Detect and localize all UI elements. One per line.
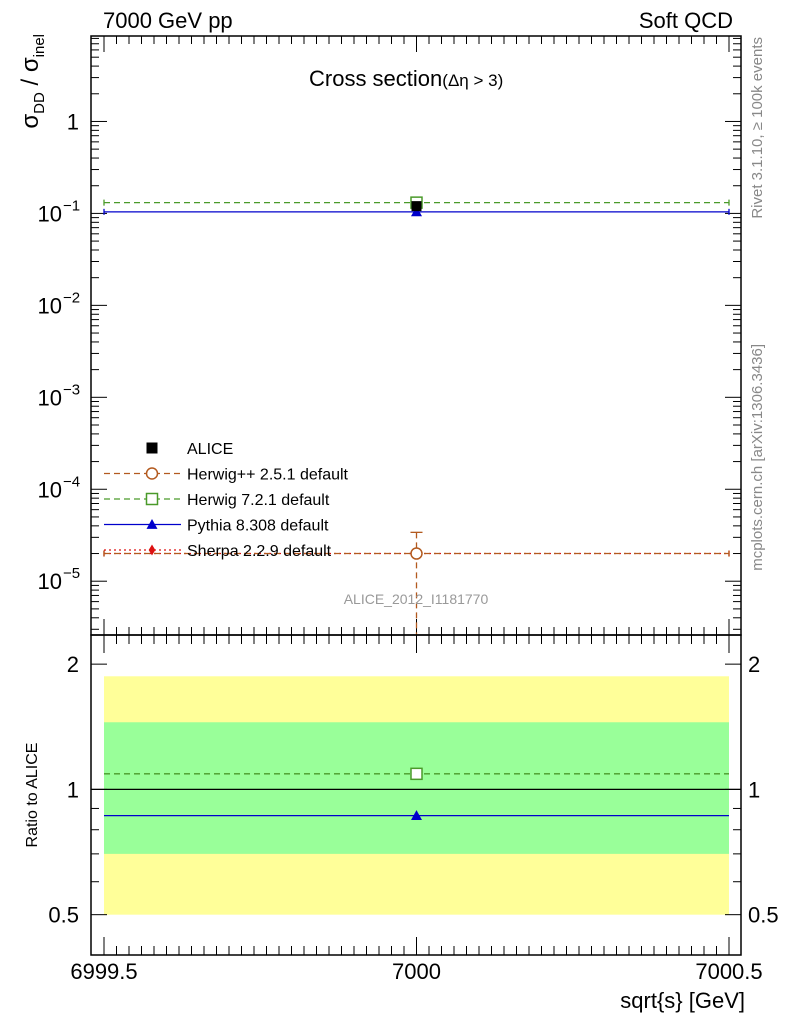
y-label-divider: / σ xyxy=(17,57,44,92)
chart-title-text: Cross section xyxy=(309,66,442,91)
y-label-sigma-dd: σ xyxy=(17,114,44,129)
ratio-y-tick-label: 0.5 xyxy=(48,903,79,928)
legend-marker-alice xyxy=(146,442,158,454)
header-energy-label: 7000 GeV pp xyxy=(103,8,233,33)
x-tick-label: 6999.5 xyxy=(70,959,137,984)
header-category-label: Soft QCD xyxy=(639,8,733,33)
x-tick-label: 7000.5 xyxy=(695,959,762,984)
analysis-watermark: ALICE_2012_I1181770 xyxy=(344,591,489,607)
ratio-y-tick-label-right: 0.5 xyxy=(748,903,779,928)
ratio-y-axis-label: Ratio to ALICE xyxy=(24,743,41,848)
y-tick-label: 1 xyxy=(67,109,79,134)
legend-marker-herwig7 xyxy=(145,492,159,506)
data-point-herwigpp xyxy=(410,547,423,560)
legend-label-alice: ALICE xyxy=(187,441,233,458)
ratio-y-tick-label: 2 xyxy=(67,652,79,677)
ratio-band-inner xyxy=(104,722,729,854)
ratio-y-tick-label-right: 1 xyxy=(748,777,760,802)
y-tick-label-exponent: −3 xyxy=(63,381,80,398)
main-series-layer xyxy=(103,196,730,635)
legend: ALICE Herwig++ 2.5.1 default Herwig 7.2.1 … xyxy=(104,441,349,560)
data-point-alice xyxy=(411,201,422,212)
y-tick-label-exponent: −2 xyxy=(63,289,80,306)
ratio-point-pythia xyxy=(411,810,422,821)
y-tick-label-exponent: −1 xyxy=(63,197,80,214)
y-tick-label-base: 10 xyxy=(38,293,62,318)
y-tick-label-exponent: −4 xyxy=(63,473,80,490)
legend-marker-sherpa xyxy=(148,544,156,556)
y-tick-label-base: 10 xyxy=(38,477,62,502)
ratio-y-tick-label-right: 2 xyxy=(748,652,760,677)
rivet-version-label: Rivet 3.1.10, ≥ 100k events xyxy=(749,37,766,219)
y-tick-label-base: 10 xyxy=(38,201,62,226)
ratio-bands xyxy=(104,676,729,915)
legend-marker-pythia xyxy=(146,519,158,529)
y-label-sub-inel: inel xyxy=(31,34,48,57)
ratio-axis-ticks: 6999.5 7000 7000.5 0.5 0.5 1 1 2 2 xyxy=(48,635,779,984)
main-y-axis-label: σDD / σinel xyxy=(17,34,48,129)
legend-marker-herwigpp xyxy=(145,467,159,480)
ratio-series-layer xyxy=(104,767,729,821)
ratio-y-tick-label: 1 xyxy=(67,777,79,802)
legend-label-sherpa: Sherpa 2.2.9 default xyxy=(187,543,332,560)
legend-label-herwig7: Herwig 7.2.1 default xyxy=(187,492,330,509)
x-tick-label: 7000 xyxy=(392,959,441,984)
ratio-panel-frame xyxy=(90,634,742,956)
mcplots-label: mcplots.cern.ch [arXiv:1306.3436] xyxy=(749,344,766,571)
y-label-sub-dd: DD xyxy=(31,92,48,114)
legend-label-pythia: Pythia 8.308 default xyxy=(187,518,329,535)
ratio-point-herwig7 xyxy=(410,767,423,781)
data-point-pythia xyxy=(411,206,422,217)
y-tick-label-base: 10 xyxy=(38,569,62,594)
y-tick-label-exponent: −5 xyxy=(63,565,80,582)
chart-title-suffix: (Δη > 3) xyxy=(442,71,503,90)
y-tick-label-base: 10 xyxy=(38,385,62,410)
legend-label-herwigpp: Herwig++ 2.5.1 default xyxy=(187,467,349,484)
x-axis-label: sqrt{s} [GeV] xyxy=(620,988,745,1013)
main-axis-ticks: 110−110−210−310−410−5 xyxy=(38,36,741,635)
chart-title: Cross section(Δη > 3) xyxy=(309,66,503,91)
